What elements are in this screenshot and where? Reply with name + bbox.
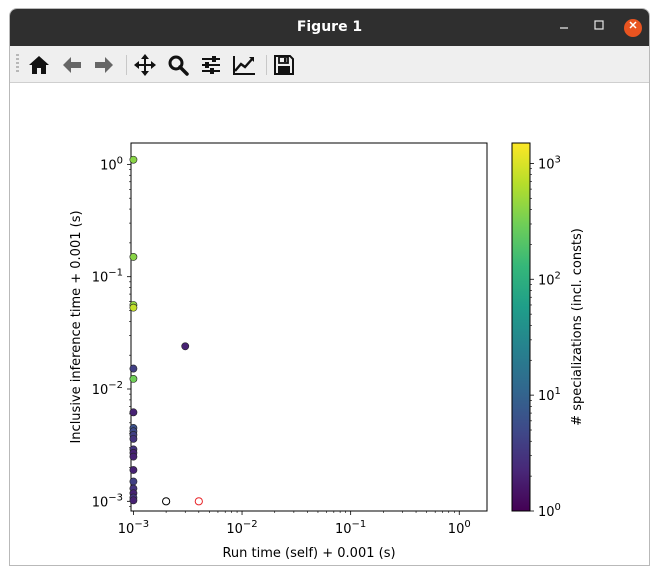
maximize-button[interactable] [590, 19, 608, 37]
data-point [129, 466, 138, 474]
line-chart-icon [233, 56, 255, 75]
data-point [129, 375, 138, 383]
edit-axes-button[interactable] [231, 52, 257, 78]
title-bar: Figure 1 [10, 9, 649, 46]
data-point [129, 434, 138, 443]
forward-button[interactable] [91, 52, 117, 78]
x-tick-label: 10−1 [335, 519, 366, 537]
data-point [129, 452, 138, 461]
data-point [129, 364, 138, 373]
close-button[interactable] [624, 19, 642, 37]
toolbar-separator [266, 55, 267, 75]
colorbar-label: # specializations (incl. consts) [570, 228, 585, 426]
figure-window: Figure 1 [9, 8, 650, 566]
save-button[interactable] [271, 52, 297, 78]
data-point [129, 408, 138, 417]
zoom-button[interactable] [165, 52, 191, 78]
colorbar-tick-label: 102 [538, 270, 561, 288]
minimize-icon [560, 27, 568, 29]
y-axis-label: Inclusive inference time + 0.001 (s) [69, 210, 84, 443]
colorbar-tick-label: 103 [538, 154, 561, 172]
toolbar-grip[interactable] [16, 54, 19, 74]
arrow-right-icon [95, 57, 113, 73]
minimize-button[interactable] [555, 19, 573, 37]
y-tick-label: 100 [100, 155, 123, 173]
colorbar-tick-label: 100 [538, 502, 561, 520]
configure-subplots-button[interactable] [198, 52, 224, 78]
hollow-point [194, 497, 203, 506]
figure-canvas[interactable]: 10−3 10−2 10−1 100 10−3 10−2 10−1 100 Run time (… [10, 83, 649, 565]
x-tick-label: 10−2 [226, 519, 257, 537]
y-tick-label: 10−1 [92, 268, 123, 286]
plot-area-frame [130, 142, 488, 512]
y-tick-label: 10−2 [92, 380, 123, 398]
data-point [129, 155, 138, 164]
floppy-disk-icon [274, 55, 294, 75]
x-tick-label: 100 [448, 519, 471, 537]
sliders-icon [202, 56, 220, 74]
y-tick-label: 10−3 [92, 492, 123, 510]
maximize-icon [594, 20, 604, 30]
data-point [129, 253, 138, 261]
move-icon [134, 54, 156, 76]
data-point [129, 303, 138, 312]
data-point [129, 496, 138, 505]
arrow-left-icon [63, 57, 81, 73]
magnifier-icon [168, 55, 189, 76]
scatter-plot: 10−3 10−2 10−1 100 10−3 10−2 10−1 100 Run time (… [69, 142, 585, 561]
window-title: Figure 1 [296, 19, 363, 35]
x-tick-label: 10−3 [118, 519, 149, 537]
navigation-toolbar [10, 46, 649, 83]
close-icon [629, 21, 637, 29]
x-axis-label: Run time (self) + 0.001 (s) [222, 546, 395, 561]
back-button[interactable] [59, 52, 85, 78]
hollow-point [162, 497, 171, 506]
home-button[interactable] [26, 52, 52, 78]
home-icon [29, 56, 49, 74]
pan-button[interactable] [132, 52, 158, 78]
data-point [181, 342, 190, 351]
colorbar [511, 142, 531, 512]
data-point [129, 477, 138, 486]
colorbar-tick-label: 101 [538, 386, 561, 404]
toolbar-separator [126, 55, 127, 75]
